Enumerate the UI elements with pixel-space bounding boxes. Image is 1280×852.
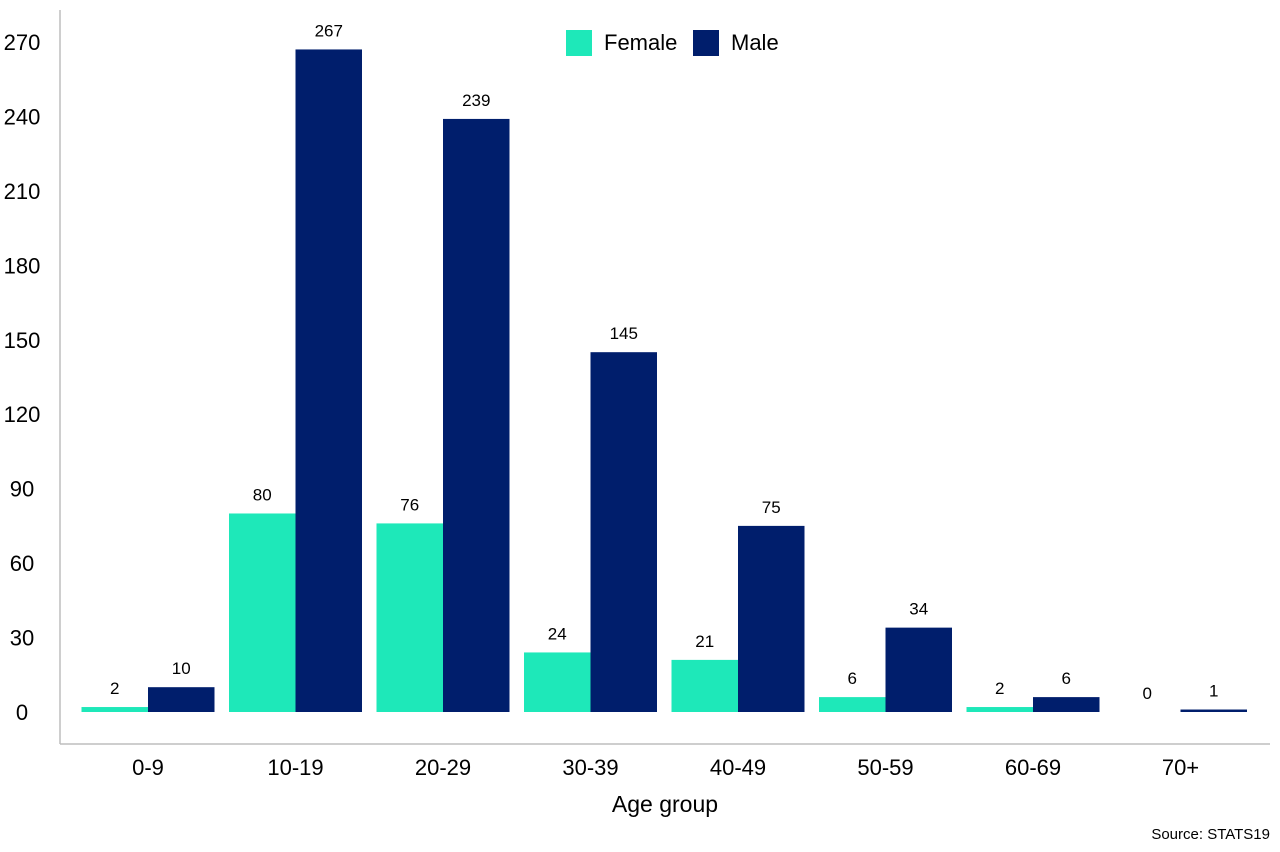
x-tick-label: 30-39 [562, 755, 618, 780]
y-tick-label: 240 [4, 104, 41, 129]
x-tick-label: 0-9 [132, 755, 164, 780]
data-label-female: 21 [695, 632, 714, 651]
data-label-male: 267 [315, 21, 343, 40]
y-axis-ticks: 0 30 60 90 120 150 180 210 240 270 [4, 30, 41, 725]
bar-female-0-9 [81, 707, 148, 712]
x-tick-label: 40-49 [710, 755, 766, 780]
data-label-male: 239 [462, 91, 490, 110]
x-tick-label: 70+ [1162, 755, 1199, 780]
y-tick-label: 60 [10, 551, 34, 576]
bar-male-10-19 [295, 49, 362, 712]
bar-male-60-69 [1033, 697, 1100, 712]
y-tick-label: 210 [4, 179, 41, 204]
x-axis-title: Age group [612, 791, 718, 817]
data-label-female: 80 [253, 485, 272, 504]
data-label-male: 75 [762, 498, 781, 517]
legend-label-female: Female [604, 30, 677, 55]
data-label-female: 24 [548, 624, 567, 643]
data-label-female: 0 [1143, 684, 1152, 703]
y-tick-label: 120 [4, 402, 41, 427]
data-label-female: 2 [110, 679, 119, 698]
bar-male-50-59 [885, 627, 952, 712]
x-axis-ticks: 0-9 10-19 20-29 30-39 40-49 50-59 60-69 70+ [132, 755, 1199, 780]
y-tick-label: 0 [16, 700, 28, 725]
data-label-male: 145 [610, 324, 638, 343]
bar-female-50-59 [819, 697, 886, 712]
legend-label-male: Male [731, 30, 779, 55]
x-tick-label: 10-19 [267, 755, 323, 780]
bar-male-70+ [1180, 709, 1247, 712]
bar-female-10-19 [229, 513, 296, 712]
y-tick-label: 180 [4, 253, 41, 278]
bar-male-40-49 [738, 525, 805, 712]
y-tick-label: 270 [4, 30, 41, 55]
x-tick-label: 50-59 [857, 755, 913, 780]
legend-swatch-male [693, 30, 719, 56]
data-label-female: 2 [995, 679, 1004, 698]
bar-male-0-9 [148, 687, 215, 712]
bar-female-30-39 [524, 652, 591, 712]
bar-male-30-39 [590, 352, 657, 712]
legend: Female Male [566, 30, 779, 56]
y-tick-label: 150 [4, 328, 41, 353]
bar-female-40-49 [671, 659, 738, 712]
legend-swatch-female [566, 30, 592, 56]
y-tick-label: 90 [10, 477, 34, 502]
bar-male-20-29 [443, 118, 510, 713]
bar-groups: 2 10 80 267 76 239 24 145 21 75 6 34 2 6 0 1 [81, 21, 1247, 713]
x-tick-label: 60-69 [1005, 755, 1061, 780]
y-tick-label: 30 [10, 626, 34, 651]
data-label-male: 1 [1209, 682, 1218, 701]
data-label-male: 34 [909, 600, 928, 619]
bar-female-20-29 [376, 523, 443, 712]
data-label-male: 10 [172, 659, 191, 678]
data-label-male: 6 [1062, 669, 1071, 688]
data-label-female: 76 [400, 495, 419, 514]
data-label-female: 6 [848, 669, 857, 688]
x-tick-label: 20-29 [415, 755, 471, 780]
bar-female-60-69 [966, 707, 1033, 712]
source-note: Source: STATS19 [1151, 826, 1270, 843]
